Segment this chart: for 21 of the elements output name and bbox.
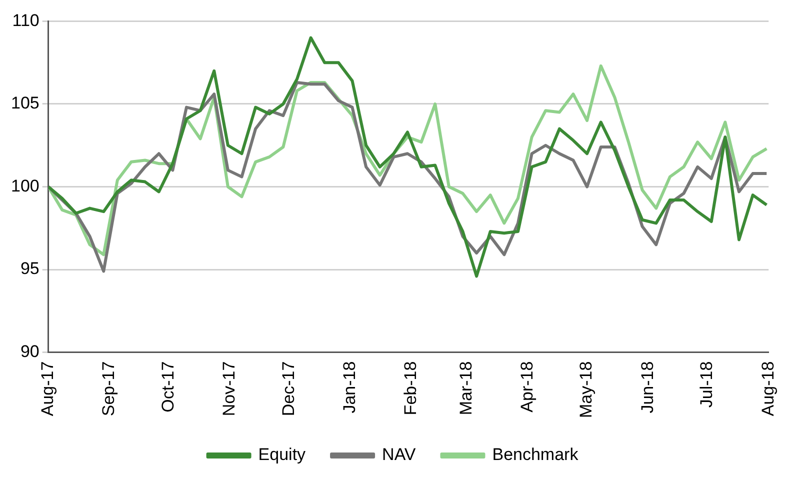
x-tick-label: Mar-18 (456, 361, 476, 416)
x-tick-label: Oct-17 (158, 361, 178, 412)
x-tick-label: Jan-18 (340, 361, 359, 414)
legend-label: Benchmark (492, 445, 579, 464)
x-tick-label: Aug-17 (38, 361, 58, 416)
y-tick-label: 90 (20, 342, 40, 361)
x-tick-label: Nov-17 (220, 361, 239, 416)
x-tick-label: Apr-18 (518, 361, 537, 412)
x-tick-label: Jun-18 (638, 361, 657, 414)
x-tick-label: Feb-18 (401, 361, 420, 416)
x-tick-label: Sep-17 (99, 361, 118, 416)
x-tick-label: Jul-18 (697, 361, 716, 408)
y-tick-label: 110 (12, 10, 40, 30)
x-tick-label: Aug-18 (758, 361, 778, 416)
y-tick-label: 95 (20, 259, 40, 278)
x-tick-label: Dec-17 (278, 361, 298, 416)
y-tick-label: 100 (10, 176, 40, 196)
y-tick-label: 105 (10, 94, 40, 113)
legend-label: NAV (382, 445, 416, 464)
x-tick-label: May-18 (576, 361, 596, 418)
legend-label: Equity (258, 445, 306, 464)
